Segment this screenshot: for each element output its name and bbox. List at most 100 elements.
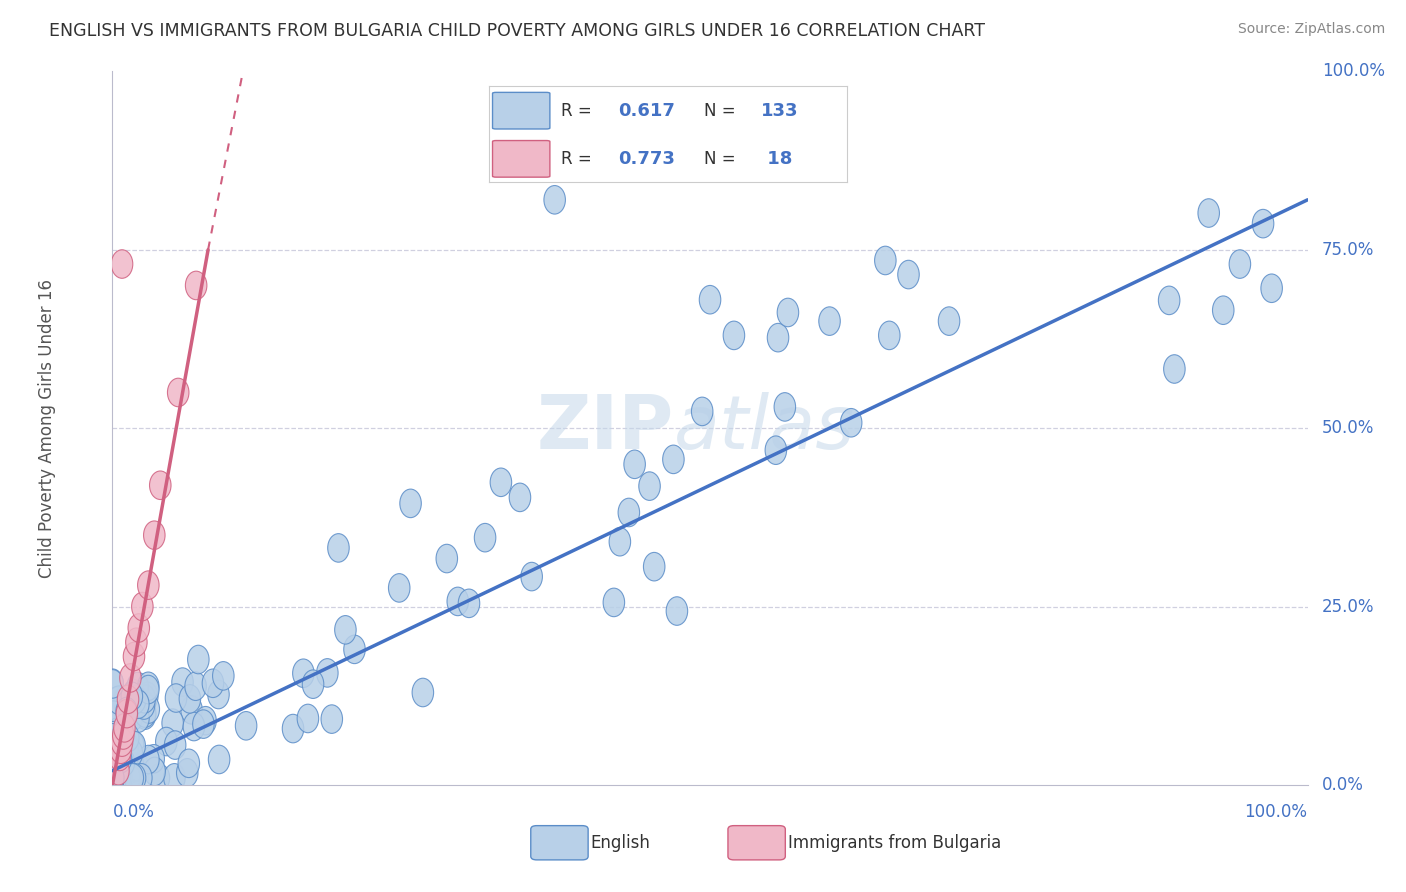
- Ellipse shape: [124, 731, 145, 760]
- Ellipse shape: [101, 762, 124, 790]
- Ellipse shape: [101, 739, 124, 768]
- Ellipse shape: [879, 321, 900, 350]
- Ellipse shape: [1164, 355, 1185, 384]
- Ellipse shape: [520, 150, 541, 178]
- Ellipse shape: [103, 722, 124, 750]
- Ellipse shape: [193, 710, 214, 739]
- Ellipse shape: [603, 588, 624, 616]
- Text: 50.0%: 50.0%: [1322, 419, 1374, 437]
- Ellipse shape: [138, 746, 159, 774]
- Ellipse shape: [177, 758, 198, 787]
- Ellipse shape: [110, 764, 132, 792]
- Ellipse shape: [184, 672, 207, 700]
- Ellipse shape: [775, 392, 796, 421]
- Ellipse shape: [124, 685, 146, 714]
- Ellipse shape: [128, 704, 149, 732]
- Text: Source: ZipAtlas.com: Source: ZipAtlas.com: [1237, 22, 1385, 37]
- Ellipse shape: [544, 186, 565, 214]
- Ellipse shape: [388, 574, 411, 602]
- Ellipse shape: [202, 669, 224, 698]
- Ellipse shape: [778, 298, 799, 326]
- Ellipse shape: [1159, 286, 1180, 315]
- Ellipse shape: [101, 736, 124, 764]
- Ellipse shape: [107, 717, 129, 746]
- FancyBboxPatch shape: [531, 826, 588, 860]
- Text: 100.0%: 100.0%: [1322, 62, 1385, 80]
- Ellipse shape: [105, 687, 127, 715]
- Ellipse shape: [134, 701, 156, 730]
- Ellipse shape: [138, 571, 159, 599]
- Ellipse shape: [101, 745, 124, 773]
- Ellipse shape: [1261, 274, 1282, 302]
- Ellipse shape: [124, 753, 145, 781]
- Ellipse shape: [118, 723, 139, 752]
- Ellipse shape: [321, 705, 343, 733]
- Ellipse shape: [167, 378, 188, 407]
- Ellipse shape: [124, 764, 146, 792]
- Ellipse shape: [187, 645, 209, 673]
- Ellipse shape: [103, 764, 124, 792]
- Text: 25.0%: 25.0%: [1322, 598, 1375, 615]
- Ellipse shape: [436, 544, 457, 573]
- Ellipse shape: [101, 764, 124, 792]
- Ellipse shape: [666, 597, 688, 625]
- Ellipse shape: [172, 668, 193, 697]
- Ellipse shape: [128, 614, 149, 642]
- Ellipse shape: [898, 260, 920, 289]
- Ellipse shape: [115, 698, 138, 726]
- Text: ENGLISH VS IMMIGRANTS FROM BULGARIA CHILD POVERTY AMONG GIRLS UNDER 16 CORRELATI: ENGLISH VS IMMIGRANTS FROM BULGARIA CHIL…: [49, 22, 986, 40]
- Ellipse shape: [138, 672, 159, 700]
- Ellipse shape: [662, 445, 685, 474]
- Ellipse shape: [103, 764, 124, 792]
- Ellipse shape: [138, 675, 159, 704]
- Ellipse shape: [768, 324, 789, 352]
- Ellipse shape: [692, 397, 713, 425]
- Ellipse shape: [128, 690, 149, 718]
- Ellipse shape: [447, 587, 468, 615]
- Ellipse shape: [110, 764, 131, 792]
- Ellipse shape: [1212, 296, 1234, 325]
- Text: ZIP: ZIP: [537, 392, 675, 465]
- Ellipse shape: [108, 686, 129, 714]
- Ellipse shape: [474, 524, 496, 552]
- Ellipse shape: [163, 764, 186, 792]
- Ellipse shape: [103, 722, 125, 750]
- Ellipse shape: [124, 642, 145, 671]
- Ellipse shape: [112, 748, 135, 777]
- Ellipse shape: [101, 706, 124, 734]
- Ellipse shape: [114, 714, 135, 742]
- Ellipse shape: [135, 698, 156, 727]
- Ellipse shape: [134, 684, 156, 713]
- Ellipse shape: [124, 680, 145, 708]
- Ellipse shape: [609, 527, 631, 556]
- Ellipse shape: [328, 533, 349, 562]
- Ellipse shape: [122, 761, 145, 789]
- Ellipse shape: [166, 684, 187, 713]
- Ellipse shape: [103, 701, 124, 730]
- Ellipse shape: [105, 764, 127, 792]
- Ellipse shape: [302, 670, 323, 698]
- Ellipse shape: [458, 589, 479, 617]
- Text: 100.0%: 100.0%: [1244, 803, 1308, 821]
- Ellipse shape: [699, 285, 721, 314]
- Ellipse shape: [117, 685, 139, 714]
- Ellipse shape: [122, 731, 143, 759]
- Ellipse shape: [111, 728, 132, 756]
- Ellipse shape: [104, 729, 125, 757]
- Ellipse shape: [509, 483, 530, 512]
- Ellipse shape: [103, 764, 124, 792]
- Ellipse shape: [1253, 210, 1274, 238]
- Ellipse shape: [117, 732, 139, 761]
- Text: Immigrants from Bulgaria: Immigrants from Bulgaria: [787, 834, 1001, 852]
- Ellipse shape: [644, 552, 665, 581]
- FancyBboxPatch shape: [728, 826, 786, 860]
- Ellipse shape: [132, 592, 153, 621]
- Ellipse shape: [283, 714, 304, 743]
- Ellipse shape: [111, 250, 132, 278]
- Text: 75.0%: 75.0%: [1322, 241, 1374, 259]
- Ellipse shape: [104, 764, 125, 792]
- Ellipse shape: [875, 246, 896, 275]
- Ellipse shape: [107, 712, 128, 740]
- Text: Child Poverty Among Girls Under 16: Child Poverty Among Girls Under 16: [38, 278, 56, 578]
- Ellipse shape: [343, 635, 366, 664]
